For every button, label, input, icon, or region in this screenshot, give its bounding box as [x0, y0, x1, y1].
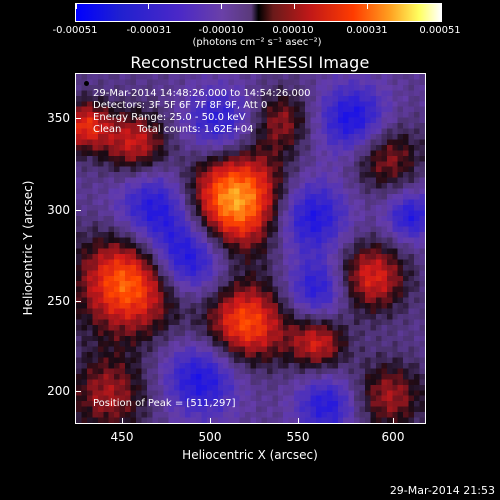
energy-range-label: Energy Range: 25.0 - 50.0 keV — [93, 112, 246, 123]
colorbar-tick-label: -0.00010 — [198, 25, 244, 36]
detectors-label: Detectors: 3F 5F 6F 7F 8F 9F, Att 0 — [93, 100, 268, 111]
time-range-label: 29-Mar-2014 14:48:26.000 to 14:54:26.000 — [93, 88, 311, 99]
timestamp-footer: 29-Mar-2014 21:53 — [389, 484, 495, 497]
colorbar-tick-label: -0.00031 — [126, 25, 172, 36]
heatmap-image — [76, 74, 425, 423]
y-tick-label: 250 — [47, 294, 70, 308]
colorbar-tick-label: 0.00010 — [272, 25, 314, 36]
colorbar-tick-label: 0.00031 — [346, 25, 388, 36]
x-axis-title: Heliocentric X (arcsec) — [182, 448, 318, 462]
x-tick-label: 450 — [110, 430, 134, 444]
x-tick-label: 600 — [381, 430, 405, 444]
peak-position-label: Position of Peak = [511,297] — [93, 398, 236, 409]
plot-title: Reconstructed RHESSI Image — [130, 53, 370, 72]
x-tick-label: 500 — [198, 430, 222, 444]
y-tick-label: 300 — [47, 203, 70, 217]
colorbar — [75, 3, 442, 22]
colorbar-tick-label: -0.00051 — [52, 25, 98, 36]
y-tick-label: 350 — [47, 111, 70, 125]
y-tick-label: 200 — [47, 384, 70, 398]
method-label: Clean Total counts: 1.62E+04 — [93, 124, 254, 135]
colorbar-tick-label: 0.00051 — [419, 25, 461, 36]
colorbar-units: (photons cm⁻² s⁻¹ asec⁻²) — [192, 37, 322, 48]
image-plot — [75, 73, 426, 424]
x-tick-label: 550 — [286, 430, 310, 444]
marker-dot — [84, 81, 89, 86]
y-axis-title: Heliocentric Y (arcsec) — [21, 180, 35, 316]
